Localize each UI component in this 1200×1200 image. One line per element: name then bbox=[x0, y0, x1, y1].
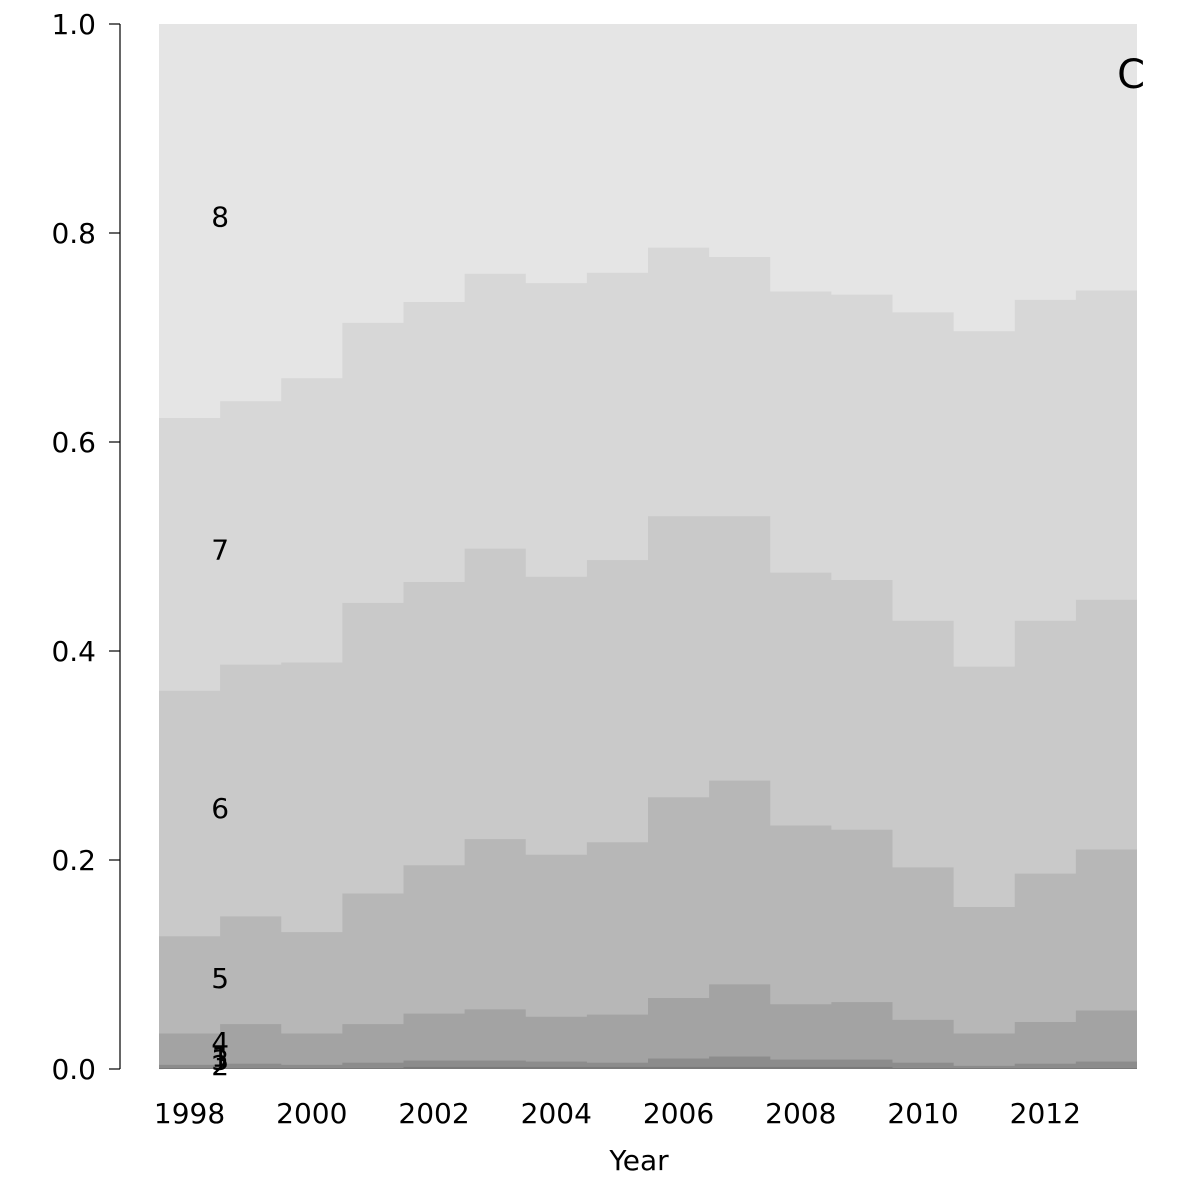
y-tick-label: 0.6 bbox=[51, 426, 96, 459]
series-label-6: 6 bbox=[211, 792, 229, 825]
series-label-3: 3 bbox=[211, 1044, 229, 1077]
x-tick-label: 2012 bbox=[1010, 1097, 1081, 1130]
area-series-5 bbox=[159, 780, 1137, 1069]
y-tick-label: 0.2 bbox=[51, 844, 96, 877]
series-label-4: 4 bbox=[211, 1026, 229, 1059]
panel-label: C bbox=[1117, 52, 1145, 98]
x-axis-title: Year bbox=[608, 1144, 669, 1177]
series-label-8: 8 bbox=[211, 200, 229, 233]
x-axis-ticks: 1998 2000 2002 2004 2006 2008 2010 2012 bbox=[154, 1097, 1081, 1130]
y-tick-label: 0.8 bbox=[51, 217, 96, 250]
y-tick-label: 0.0 bbox=[51, 1053, 96, 1086]
series-label-1: 1 bbox=[211, 1040, 229, 1073]
x-tick-label: 1998 bbox=[154, 1097, 225, 1130]
areas-layer bbox=[159, 24, 1137, 1069]
area-series-2 bbox=[159, 1056, 1137, 1069]
x-tick-label: 2010 bbox=[887, 1097, 958, 1130]
x-tick-label: 2006 bbox=[643, 1097, 714, 1130]
y-tick-label: 0.4 bbox=[51, 635, 96, 668]
area-series-1 bbox=[159, 1066, 1137, 1069]
series-label-7: 7 bbox=[211, 534, 229, 567]
series-label-5: 5 bbox=[211, 962, 229, 995]
x-tick-label: 2002 bbox=[398, 1097, 469, 1130]
y-tick-label: 1.0 bbox=[51, 8, 96, 41]
x-tick-label: 2008 bbox=[765, 1097, 836, 1130]
x-tick-label: 2004 bbox=[521, 1097, 592, 1130]
y-axis-ticks: 0.0 0.2 0.4 0.6 0.8 1.0 bbox=[51, 8, 120, 1086]
series-label-2: 2 bbox=[211, 1049, 229, 1082]
x-tick-label: 2000 bbox=[276, 1097, 347, 1130]
area-series-4 bbox=[159, 984, 1137, 1069]
